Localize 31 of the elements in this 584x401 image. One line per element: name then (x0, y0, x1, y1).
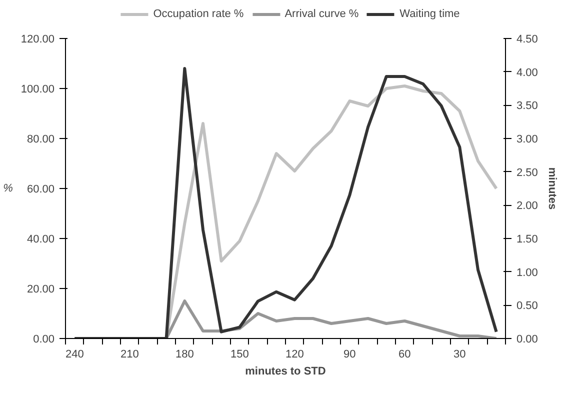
y2-tick-label: 1.50 (516, 234, 538, 246)
y-tick-label: 60.00 (26, 184, 55, 196)
y2-tick-label: 2.00 (516, 200, 538, 212)
x-axis-title: minutes to STD (245, 366, 326, 378)
x-tick-label: 60 (398, 348, 411, 360)
x-tick-label: 30 (454, 348, 466, 360)
x-tick-label: 120 (285, 348, 304, 360)
y2-tick-label: 4.00 (516, 66, 538, 79)
x-tick-label: 90 (344, 348, 356, 360)
x-tick-label: 180 (175, 348, 194, 360)
y-tick-label: 120.00 (20, 34, 55, 46)
y2-tick-label: 4.50 (516, 34, 538, 46)
y-tick-label: 80.00 (26, 134, 55, 146)
legend-label: Occupation rate % (153, 8, 244, 20)
y2-tick-label: 0.00 (516, 334, 538, 346)
y2-tick-label: 1.00 (516, 266, 538, 279)
y-tick-label: 0.00 (33, 334, 55, 346)
y2-axis-title: minutes (546, 167, 558, 210)
y2-tick-label: 2.50 (516, 166, 538, 179)
legend-label: Waiting time (400, 8, 460, 20)
x-tick-label: 150 (230, 348, 249, 360)
y-tick-label: 40.00 (26, 234, 55, 246)
y2-tick-label: 0.50 (516, 300, 538, 312)
legend-label: Arrival curve % (284, 8, 359, 20)
y2-tick-label: 3.50 (516, 100, 538, 112)
y-tick-label: 20.00 (26, 284, 55, 296)
y-axis-title: % (3, 182, 14, 194)
y2-tick-label: 3.00 (516, 134, 538, 146)
x-tick-label: 210 (120, 348, 139, 360)
x-tick-label: 240 (65, 348, 84, 360)
y-tick-label: 100.00 (20, 84, 55, 96)
